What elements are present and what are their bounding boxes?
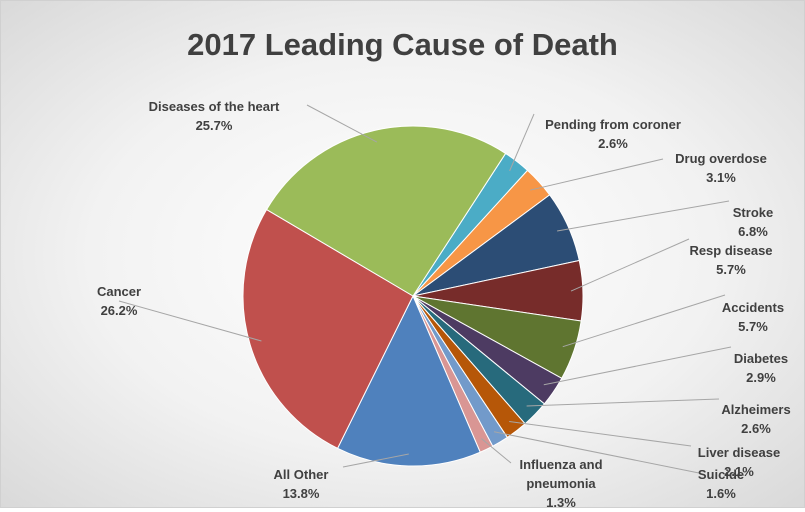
leader-line [509,420,692,447]
data-label-category: Suicide [697,467,745,482]
data-label-category: Resp disease [689,243,773,258]
data-label-category: Drug overdose [675,151,767,166]
data-label-category: Accidents [721,300,785,315]
leader-line [557,200,730,232]
data-label-value: 1.6% [706,486,736,501]
leader-line [481,438,512,464]
data-label-category: Influenza and pneumonia [519,457,603,491]
leader-line [342,453,409,468]
leader-line [509,113,535,172]
pie-slice [336,294,481,467]
leader-line [526,398,720,407]
pie-slice [265,125,507,297]
data-label-value: 1.3% [546,495,576,510]
data-label-value: 6.8% [738,224,768,239]
data-label-value: 2.1% [724,464,754,479]
data-label-value: 2.6% [598,136,628,151]
leader-line [530,158,664,191]
data-label-value: 5.7% [716,262,746,277]
leader-line [118,300,262,342]
leader-line [562,294,726,348]
chart-title: 2017 Leading Cause of Death [187,27,618,62]
data-label-category: Cancer [96,284,142,299]
data-label-category: Alzheimers [721,402,791,417]
pie-slice [242,208,414,450]
data-label-value: 25.7% [195,118,233,133]
data-label-value: 13.8% [282,486,320,501]
data-label-value: 2.6% [741,421,771,436]
leader-line [493,431,700,474]
data-label-category: Stroke [732,205,774,220]
data-label-category: Liver disease [697,445,781,460]
leader-line [570,238,690,292]
leader-line [543,346,732,386]
data-label-value: 3.1% [706,170,736,185]
data-label-category: Diabetes [733,351,789,366]
data-label-value: 26.2% [100,303,138,318]
data-label-category: Diseases of the heart [148,99,280,114]
data-label-category: All Other [273,467,329,482]
data-label-category: Pending from coroner [545,117,681,132]
data-label-value: 5.7% [738,319,768,334]
data-label-value: 2.9% [746,370,776,385]
leader-line [306,104,378,143]
